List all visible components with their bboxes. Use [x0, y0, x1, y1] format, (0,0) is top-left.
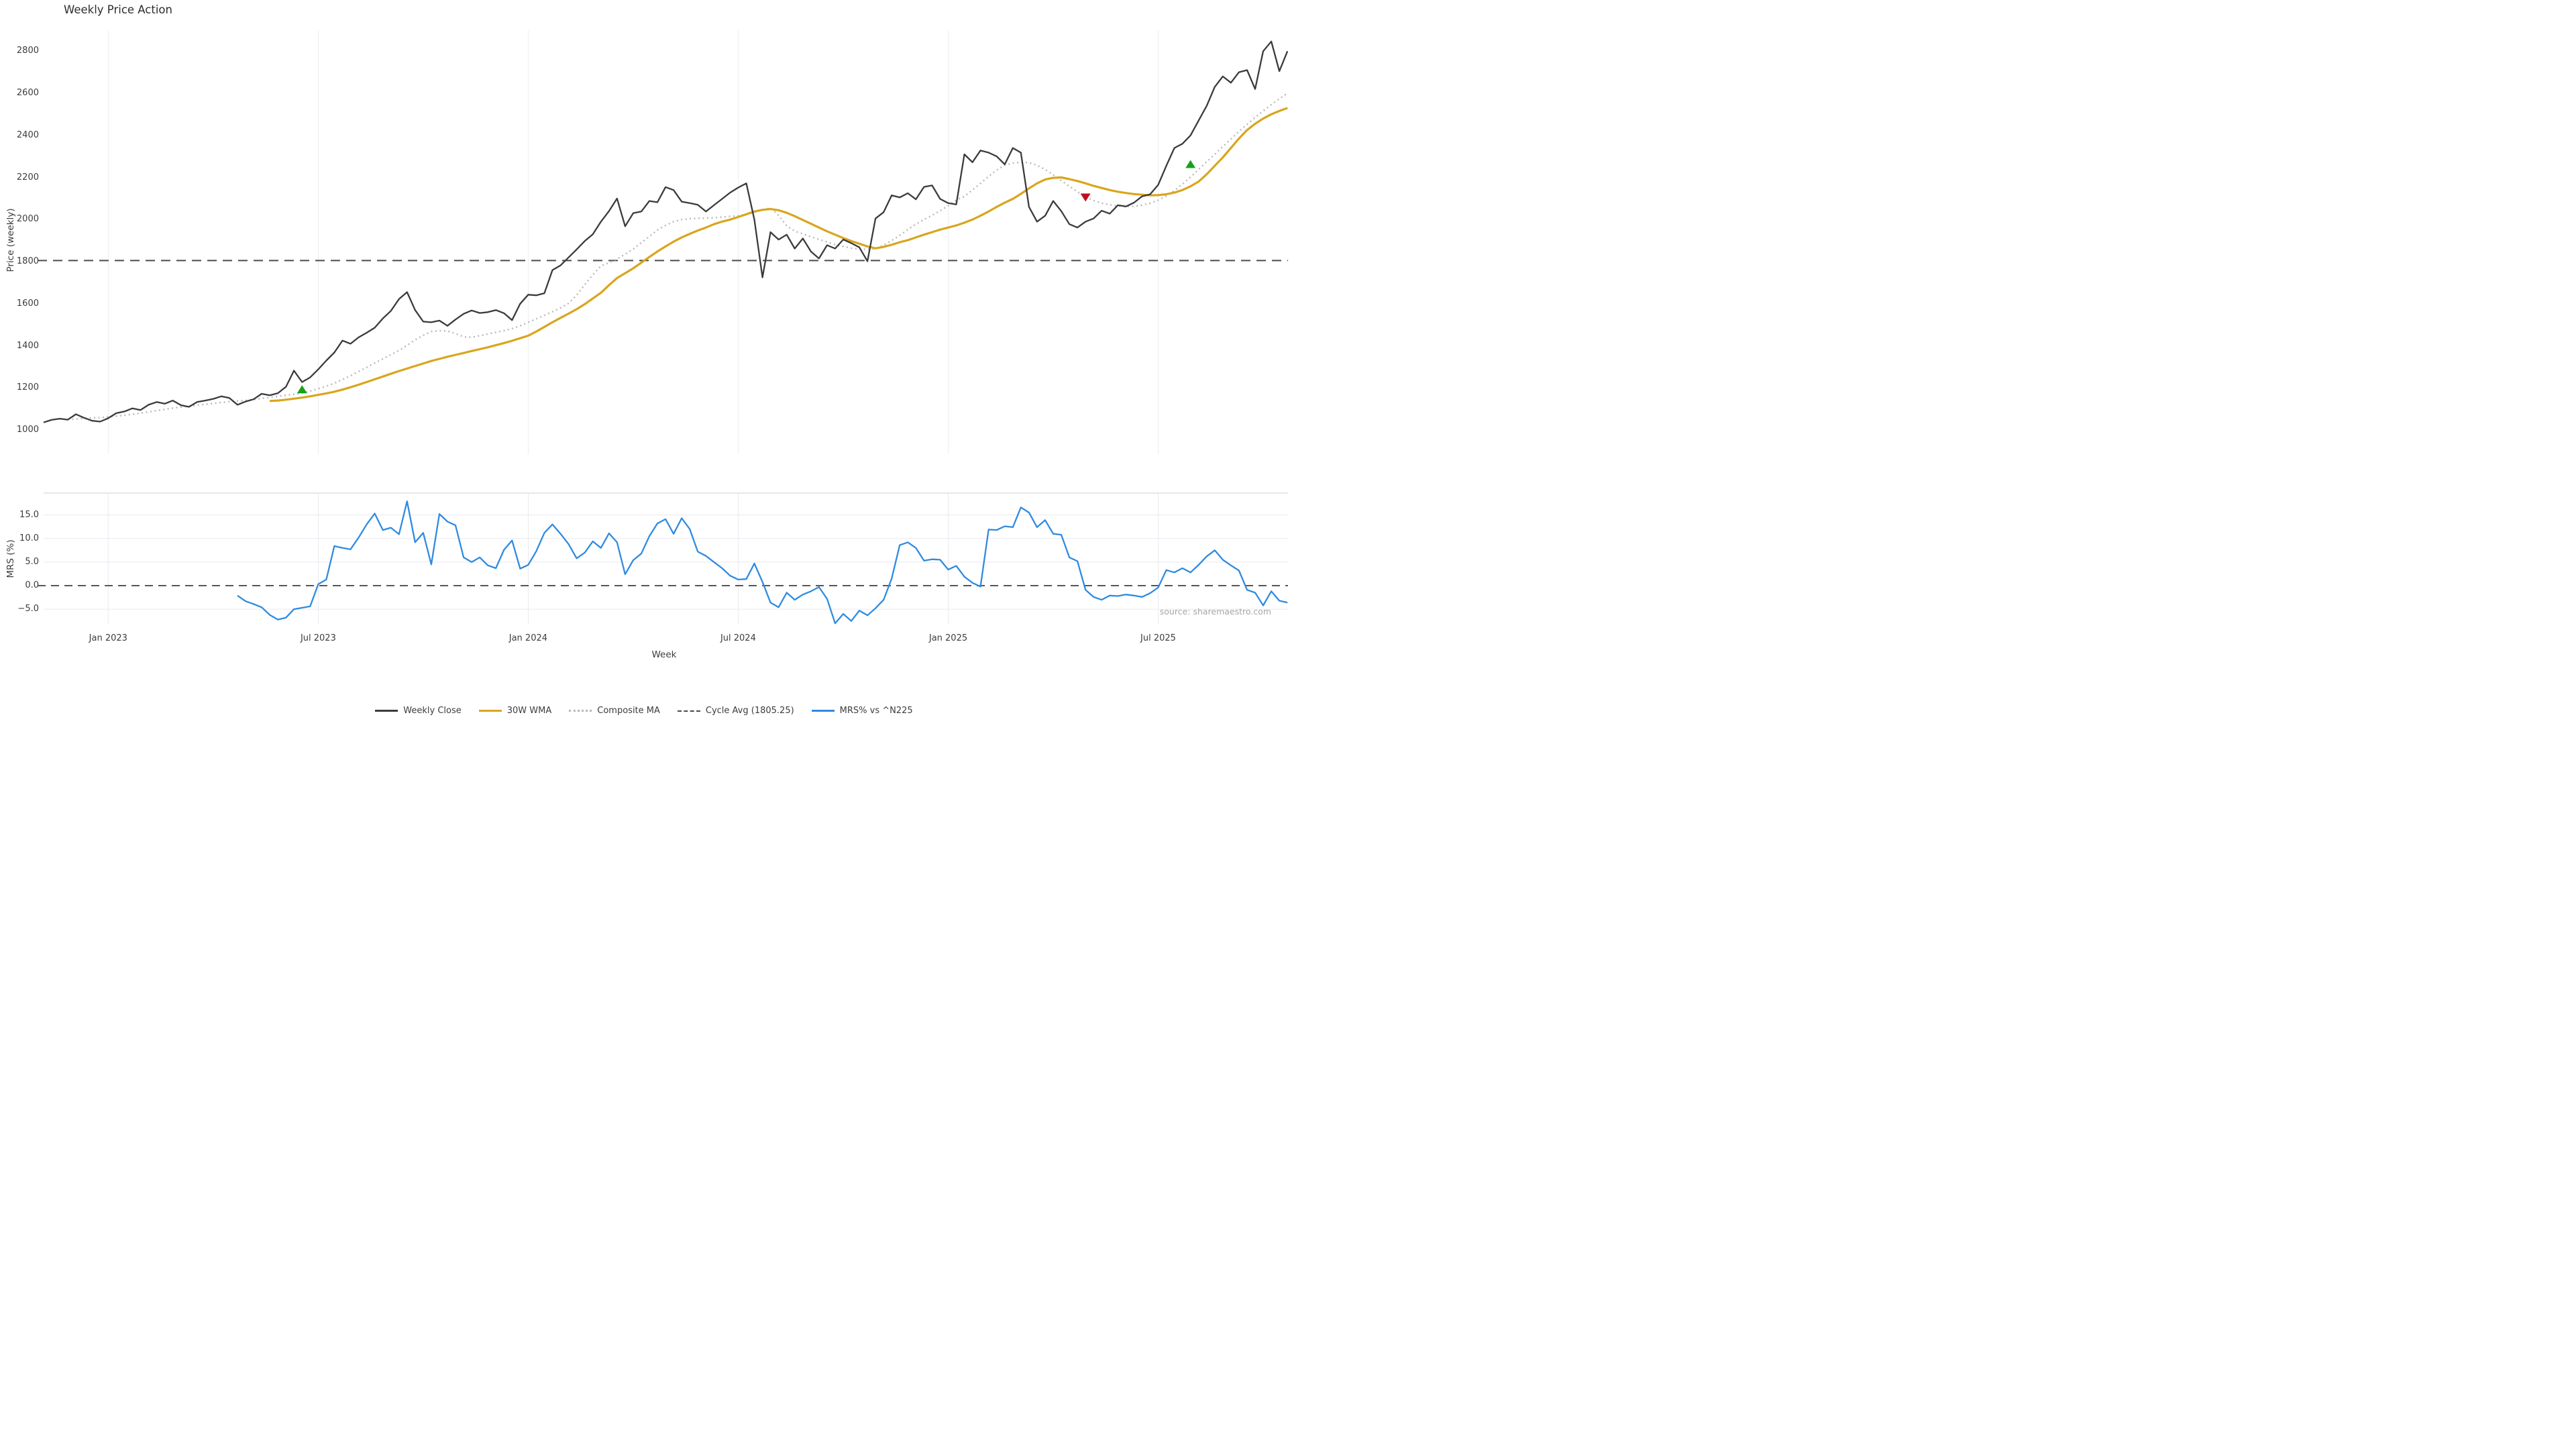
price-tick-label: 1800 — [16, 256, 39, 266]
price-tick-label: 1400 — [16, 340, 39, 351]
price-tick-label: 2600 — [16, 88, 39, 98]
mrs-axis-label: MRS (%) — [5, 539, 16, 578]
mrs-tick-label: 0.0 — [25, 580, 39, 590]
mrs-tick-label: 10.0 — [19, 533, 39, 543]
chart-figure: Weekly Price Action 1000 1200 1400 1600 1800… — [0, 0, 1288, 724]
price-tick-label: 2800 — [16, 46, 39, 56]
legend-label: Cycle Avg (1805.25) — [705, 706, 794, 716]
legend: Weekly Close 30W WMA Composite MA Cycle Avg… — [0, 706, 1288, 716]
wma-line — [270, 107, 1288, 402]
price-tick-label: 2200 — [16, 172, 39, 182]
week-tick-label: Jan 2025 — [928, 633, 968, 643]
legend-item: Weekly Close — [375, 706, 462, 716]
legend-swatch-solid — [811, 710, 835, 712]
price-tick-label: 1200 — [16, 382, 39, 393]
legend-item: Composite MA — [569, 706, 660, 716]
legend-swatch-solid — [375, 710, 398, 712]
legend-label: Composite MA — [597, 706, 660, 716]
legend-label: 30W WMA — [506, 706, 552, 716]
legend-item: MRS% vs ^N225 — [811, 706, 913, 716]
legend-swatch-dotted — [569, 710, 592, 712]
price-tick-label: 2400 — [16, 129, 39, 140]
price-tick-label: 2000 — [16, 214, 39, 225]
legend-swatch-dashed — [677, 710, 700, 712]
buy-signal-marker — [1185, 160, 1196, 168]
week-tick-label: Jan 2024 — [508, 633, 548, 643]
mrs-line — [237, 500, 1288, 625]
mrs-tick-label: 5.0 — [25, 556, 39, 567]
price-axis-label: Price (weekly) — [5, 208, 16, 272]
week-axis-title: Week — [651, 649, 677, 660]
mrs-tick-label: −5.0 — [17, 604, 39, 614]
legend-item: Cycle Avg (1805.25) — [677, 706, 794, 716]
legend-item: 30W WMA — [478, 706, 552, 716]
week-tick-label: Jan 2023 — [89, 633, 127, 643]
price-and-mrs-chart — [38, 30, 1288, 625]
price-tick-label: 1600 — [16, 298, 39, 309]
week-tick-label: Jul 2025 — [1140, 633, 1176, 643]
price-tick-label: 1000 — [16, 425, 39, 435]
composite-ma-line — [68, 93, 1288, 421]
source-credit: source: sharemaestro.com — [1159, 606, 1271, 616]
weekly-close-line — [43, 40, 1288, 423]
sell-signal-marker — [1080, 193, 1091, 202]
legend-label: MRS% vs ^N225 — [839, 706, 913, 716]
page-title: Weekly Price Action — [64, 3, 172, 16]
legend-label: Weekly Close — [403, 706, 462, 716]
buy-signal-marker — [297, 385, 307, 394]
week-tick-label: Jul 2024 — [720, 633, 756, 643]
mrs-tick-label: 15.0 — [19, 509, 39, 520]
legend-swatch-solid — [478, 710, 502, 712]
week-tick-label: Jul 2023 — [300, 633, 336, 643]
